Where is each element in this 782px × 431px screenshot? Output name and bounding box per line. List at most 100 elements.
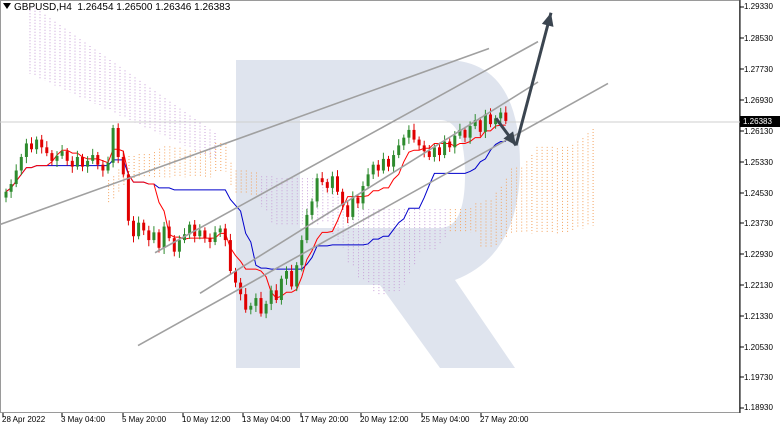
candle-body bbox=[458, 129, 462, 136]
kijun-sen-path bbox=[5, 141, 506, 270]
price-label: 1.26930 bbox=[744, 96, 773, 105]
candle-body bbox=[499, 112, 503, 119]
candle-body bbox=[443, 141, 447, 156]
candle-body bbox=[172, 238, 176, 252]
time-label: 3 May 04:00 bbox=[61, 415, 106, 424]
candle-body bbox=[24, 143, 28, 157]
candle-body bbox=[478, 120, 482, 132]
candle-body bbox=[432, 147, 436, 157]
candle-body bbox=[453, 135, 457, 148]
price-label: 1.19730 bbox=[744, 373, 773, 382]
candle-body bbox=[91, 155, 95, 161]
candle-body bbox=[121, 156, 125, 175]
candle-body bbox=[81, 156, 84, 167]
candle-body bbox=[346, 205, 350, 217]
candle-body bbox=[198, 230, 202, 237]
candle-body bbox=[274, 290, 278, 300]
candle-body bbox=[60, 151, 64, 156]
forecast-arrows[interactable] bbox=[494, 12, 554, 147]
candle-body bbox=[392, 155, 396, 167]
price-label: 1.20530 bbox=[744, 343, 773, 352]
symbol-header: GBPUSD,H4 1.26454 1.26500 1.26346 1.2638… bbox=[3, 2, 230, 14]
candle-body bbox=[167, 226, 171, 239]
candle-body bbox=[473, 120, 477, 127]
candle-body bbox=[290, 271, 294, 287]
candle-body bbox=[300, 240, 304, 266]
candle-body bbox=[213, 232, 217, 243]
candle-body bbox=[70, 160, 74, 167]
price-label: 1.28530 bbox=[744, 34, 773, 43]
candle-body bbox=[111, 127, 115, 163]
candlestick-series bbox=[4, 106, 508, 319]
candle-body bbox=[315, 178, 319, 202]
candle-body bbox=[310, 201, 314, 215]
candle-body bbox=[9, 184, 13, 192]
ichimoku-cloud bbox=[29, 4, 594, 296]
candle-body bbox=[65, 151, 69, 161]
forecast-arrowhead bbox=[503, 131, 516, 146]
time-label: 5 May 20:00 bbox=[122, 415, 167, 424]
price-label: 1.22130 bbox=[744, 281, 773, 290]
candle-body bbox=[106, 162, 110, 171]
candle-body bbox=[55, 155, 59, 161]
price-label: 1.23730 bbox=[744, 219, 773, 228]
candle-body bbox=[101, 164, 105, 171]
price-label: 1.25330 bbox=[744, 158, 773, 167]
candle-body bbox=[295, 265, 299, 287]
time-label: 13 May 04:00 bbox=[242, 415, 291, 424]
candle-body bbox=[305, 214, 309, 241]
candle-body bbox=[438, 147, 441, 156]
candle-body bbox=[320, 178, 324, 183]
time-label: 27 May 20:00 bbox=[480, 415, 529, 424]
forecast-arrowhead bbox=[541, 12, 554, 27]
candle-body bbox=[132, 220, 135, 237]
candle-body bbox=[249, 305, 253, 310]
candle-body bbox=[463, 129, 467, 138]
time-label: 25 May 04:00 bbox=[421, 415, 470, 424]
candle-body bbox=[325, 182, 329, 188]
candle-body bbox=[285, 271, 288, 279]
time-label: 28 Apr 2022 bbox=[2, 415, 46, 424]
trend-channel-lines[interactable] bbox=[0, 40, 609, 347]
candle-body bbox=[504, 112, 508, 121]
price-label: 1.21330 bbox=[744, 312, 773, 321]
candle-body bbox=[137, 222, 141, 237]
candle-body bbox=[356, 197, 360, 204]
candle-body bbox=[427, 151, 431, 157]
current-price-badge: 1.26383 bbox=[740, 116, 780, 127]
candle-body bbox=[126, 174, 130, 221]
channel-line[interactable] bbox=[154, 40, 539, 254]
candle-body bbox=[234, 271, 237, 283]
candle-body bbox=[142, 222, 146, 231]
candle-body bbox=[387, 158, 390, 167]
channel-line[interactable] bbox=[0, 47, 490, 245]
candle-body bbox=[381, 158, 385, 171]
candle-body bbox=[407, 129, 411, 138]
candle-body bbox=[208, 238, 212, 243]
candle-body bbox=[30, 143, 33, 150]
candle-body bbox=[50, 153, 54, 161]
candle-body bbox=[330, 176, 334, 188]
time-label: 10 May 12:00 bbox=[182, 415, 231, 424]
collapse-triangle-icon[interactable] bbox=[3, 3, 11, 9]
candle-body bbox=[75, 156, 79, 167]
candle-body bbox=[157, 232, 161, 248]
ohlc-values: 1.26454 1.26500 1.26346 1.26383 bbox=[77, 2, 231, 13]
tenkan-sen-line bbox=[5, 124, 506, 299]
channel-line[interactable] bbox=[199, 81, 539, 295]
candle-body bbox=[341, 191, 345, 206]
candle-body bbox=[162, 226, 166, 248]
candle-body bbox=[218, 228, 222, 233]
channel-line[interactable] bbox=[137, 82, 609, 347]
candle-body bbox=[96, 155, 100, 165]
forecast-arrow-shaft[interactable] bbox=[514, 12, 553, 146]
candle-body bbox=[116, 127, 120, 157]
candle-body bbox=[448, 141, 452, 148]
price-label: 1.27730 bbox=[744, 65, 773, 74]
kijun-sen-line bbox=[5, 141, 506, 270]
candle-body bbox=[228, 240, 232, 272]
candle-body bbox=[468, 126, 472, 138]
candle-body bbox=[35, 139, 39, 150]
